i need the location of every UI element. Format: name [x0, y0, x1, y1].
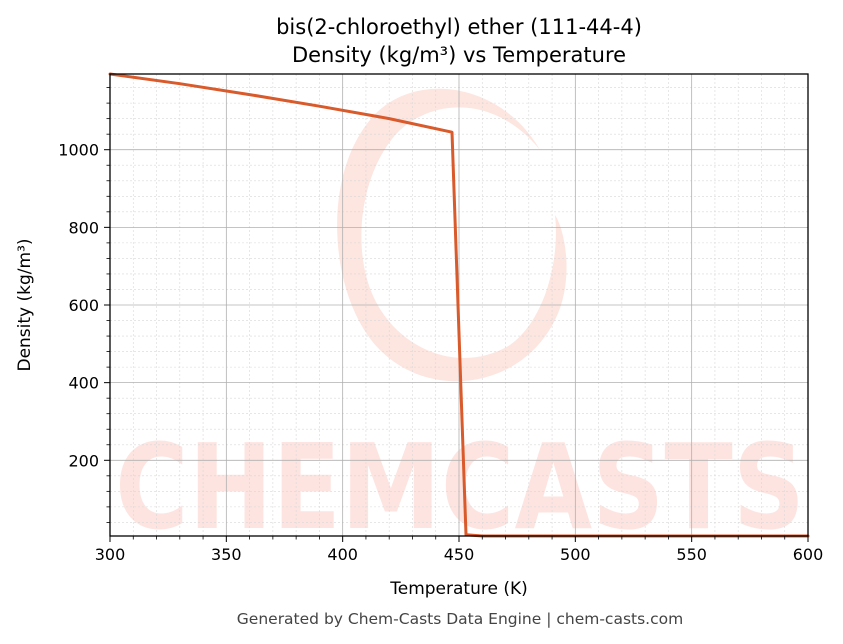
x-tick-label: 400	[327, 545, 358, 564]
footer-credit: Generated by Chem-Casts Data Engine | ch…	[237, 610, 683, 628]
axis-ticks	[104, 87, 809, 542]
y-axis-label: Density (kg/m³)	[15, 238, 35, 371]
y-tick-label: 1000	[58, 141, 99, 160]
x-axis-label: Temperature (K)	[389, 579, 528, 599]
x-tick-label: 500	[560, 545, 591, 564]
x-tick-label: 450	[444, 545, 475, 564]
x-tick-label: 300	[95, 545, 126, 564]
y-tick-label: 200	[68, 451, 99, 470]
y-tick-label: 600	[68, 296, 99, 315]
watermark-text: CHEMCASTS	[115, 418, 805, 556]
chemcasts-watermark: CHEMCASTS	[115, 88, 805, 556]
x-tick-label: 550	[676, 545, 707, 564]
x-tick-label: 600	[793, 545, 824, 564]
x-tick-label: 350	[211, 545, 242, 564]
y-tick-labels: 200 400 600 800 1000	[58, 141, 99, 471]
chart-subtitle: Density (kg/m³) vs Temperature	[292, 43, 626, 67]
y-tick-label: 800	[68, 218, 99, 237]
y-tick-label: 400	[68, 374, 99, 393]
chart-title: bis(2-chloroethyl) ether (111-44-4)	[276, 15, 642, 39]
x-tick-labels: 300 350 400 450 500 550 600	[95, 545, 824, 564]
